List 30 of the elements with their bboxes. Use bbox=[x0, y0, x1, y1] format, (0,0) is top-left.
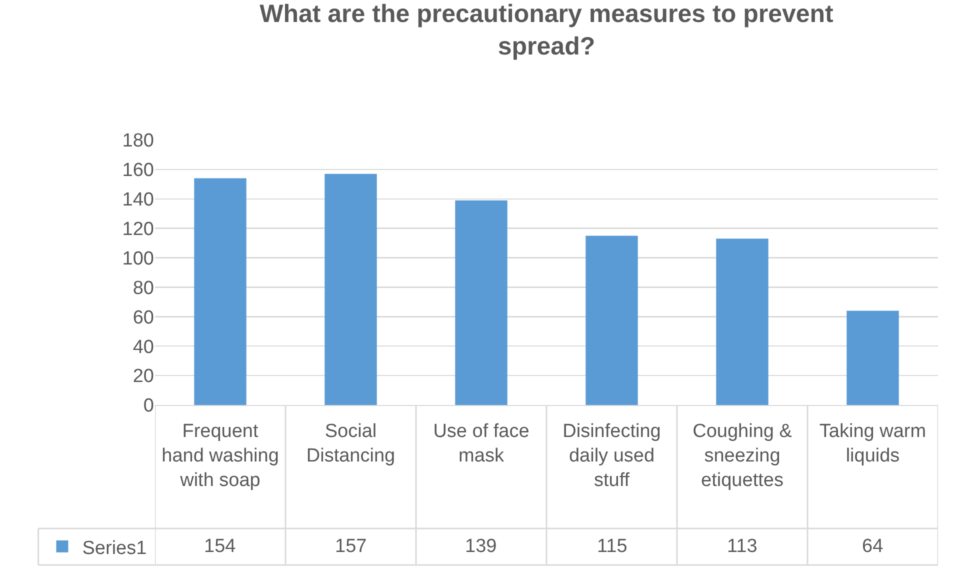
bar bbox=[324, 174, 377, 405]
y-tick-label: 20 bbox=[132, 366, 154, 388]
bar bbox=[586, 236, 638, 405]
y-tick-label: 180 bbox=[122, 130, 154, 152]
legend-label: Series1 bbox=[82, 538, 147, 559]
data-label: 139 bbox=[465, 536, 497, 557]
y-tick-label: 160 bbox=[122, 160, 154, 182]
data-label: 64 bbox=[862, 536, 884, 557]
x-tick-label: Taking warm liquids bbox=[819, 420, 926, 466]
y-tick-label: 60 bbox=[132, 307, 154, 328]
data-label: 115 bbox=[597, 536, 628, 557]
data-label: 113 bbox=[727, 536, 758, 557]
y-tick-label: 40 bbox=[132, 336, 154, 358]
chart-title: What are the precautionary measures to prevent spread? bbox=[260, 0, 834, 60]
y-tick-label: 80 bbox=[132, 278, 154, 299]
y-tick-label: 100 bbox=[122, 248, 154, 270]
y-tick-label: 140 bbox=[122, 190, 154, 211]
bar bbox=[455, 200, 508, 405]
x-tick-label: Social Distancing bbox=[306, 420, 396, 466]
x-tick-label: Disinfecting daily used stuff bbox=[562, 420, 661, 492]
data-label: 154 bbox=[204, 536, 236, 557]
x-tick-label: Coughing & sneezing etiquettes bbox=[692, 420, 792, 492]
bar bbox=[846, 310, 899, 405]
bar bbox=[716, 238, 768, 405]
x-tick-label: Use of face mask bbox=[433, 420, 530, 466]
x-tick-label: Frequent hand washing with soap bbox=[162, 420, 279, 492]
bar bbox=[194, 178, 246, 405]
data-label: 157 bbox=[335, 536, 367, 557]
y-tick-label: 120 bbox=[122, 218, 154, 240]
y-tick-label: 0 bbox=[143, 396, 154, 417]
